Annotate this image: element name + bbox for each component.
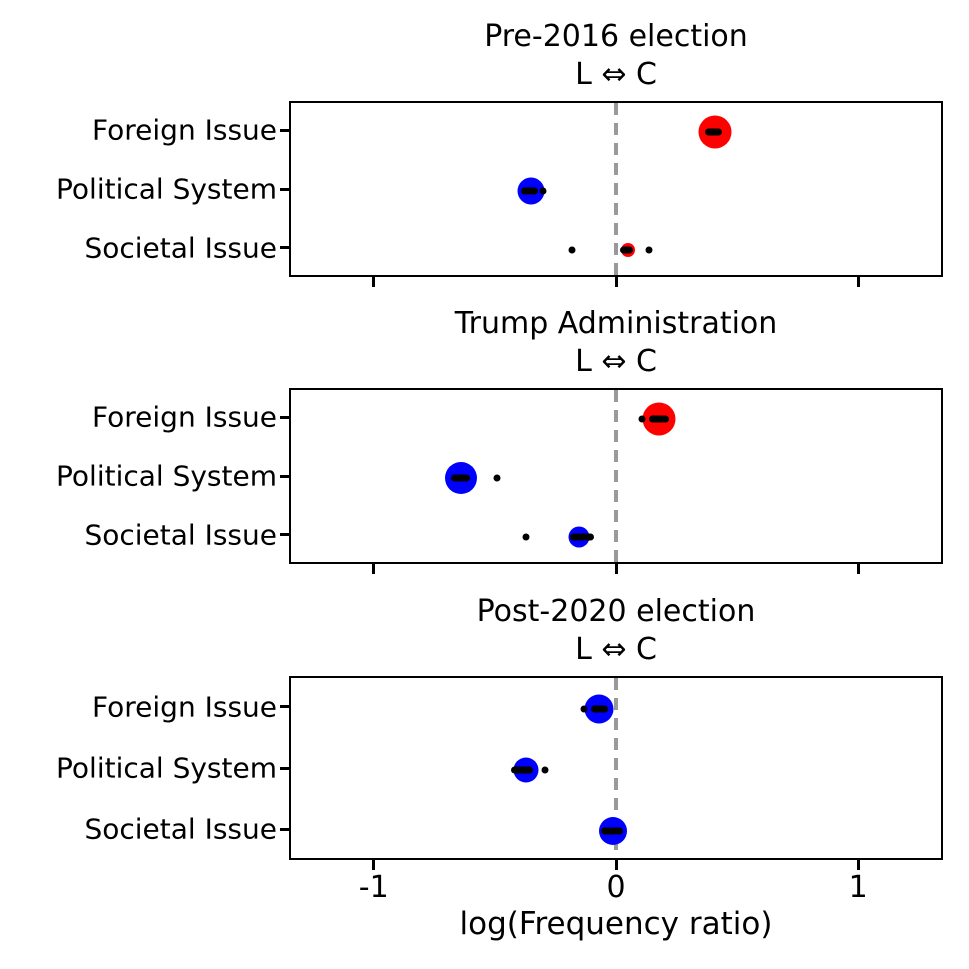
plot-area <box>289 676 943 860</box>
outlier-dot <box>580 705 588 713</box>
error-bar <box>521 187 539 195</box>
y-tick-label: Political System <box>56 751 277 785</box>
x-tick-label: 1 <box>848 870 868 905</box>
outlier-dot <box>493 474 501 482</box>
plot-area <box>289 101 943 277</box>
y-tick-mark <box>280 705 289 709</box>
error-bar <box>705 128 723 136</box>
panel-title: Pre-2016 election <box>484 19 748 54</box>
outlier-dot <box>568 246 576 254</box>
error-bar <box>511 766 534 774</box>
y-tick-label: Societal Issue <box>84 518 277 552</box>
y-tick-mark <box>280 415 289 419</box>
x-tick-mark <box>614 564 618 574</box>
x-tick-label: 0 <box>606 870 626 905</box>
x-tick-mark <box>372 860 376 870</box>
x-tick-label: -1 <box>358 870 389 905</box>
y-tick-mark <box>280 187 289 191</box>
x-tick-mark <box>372 564 376 574</box>
y-tick-mark <box>280 246 289 250</box>
y-tick-mark <box>280 533 289 537</box>
x-tick-mark <box>856 277 860 287</box>
panel-title: Trump Administration <box>454 306 778 341</box>
y-tick-mark <box>280 766 289 770</box>
error-bar <box>450 474 471 482</box>
y-tick-label: Foreign Issue <box>92 113 277 147</box>
y-tick-mark <box>280 128 289 132</box>
zero-reference-line <box>614 390 618 562</box>
panel-subtitle: L ⇔ C <box>575 344 657 379</box>
outlier-dot <box>539 187 547 195</box>
outlier-dot <box>522 533 530 541</box>
y-tick-mark <box>280 827 289 831</box>
outlier-dot <box>645 246 653 254</box>
x-tick-mark <box>614 860 618 870</box>
y-tick-mark <box>280 474 289 478</box>
x-axis-label: log(Frequency ratio) <box>459 906 773 942</box>
y-tick-label: Societal Issue <box>84 812 277 846</box>
x-tick-mark <box>856 860 860 870</box>
y-tick-label: Societal Issue <box>84 231 277 265</box>
y-tick-label: Foreign Issue <box>92 690 277 724</box>
panel-subtitle: L ⇔ C <box>575 57 657 92</box>
outlier-dot <box>638 415 646 423</box>
x-tick-mark <box>372 277 376 287</box>
panel-title: Post-2020 election <box>476 594 756 629</box>
error-bar <box>649 415 669 423</box>
zero-reference-line <box>614 103 618 275</box>
zero-reference-line <box>614 678 618 858</box>
error-bar <box>591 705 609 713</box>
outlier-dot <box>541 766 549 774</box>
y-tick-label: Political System <box>56 459 277 493</box>
error-bar <box>601 827 623 835</box>
plot-area <box>289 388 943 564</box>
x-tick-mark <box>856 564 860 574</box>
panel-subtitle: L ⇔ C <box>575 632 657 667</box>
error-bar <box>569 533 594 541</box>
y-tick-label: Political System <box>56 172 277 206</box>
y-tick-label: Foreign Issue <box>92 400 277 434</box>
x-tick-mark <box>614 277 618 287</box>
error-bar <box>620 246 633 254</box>
